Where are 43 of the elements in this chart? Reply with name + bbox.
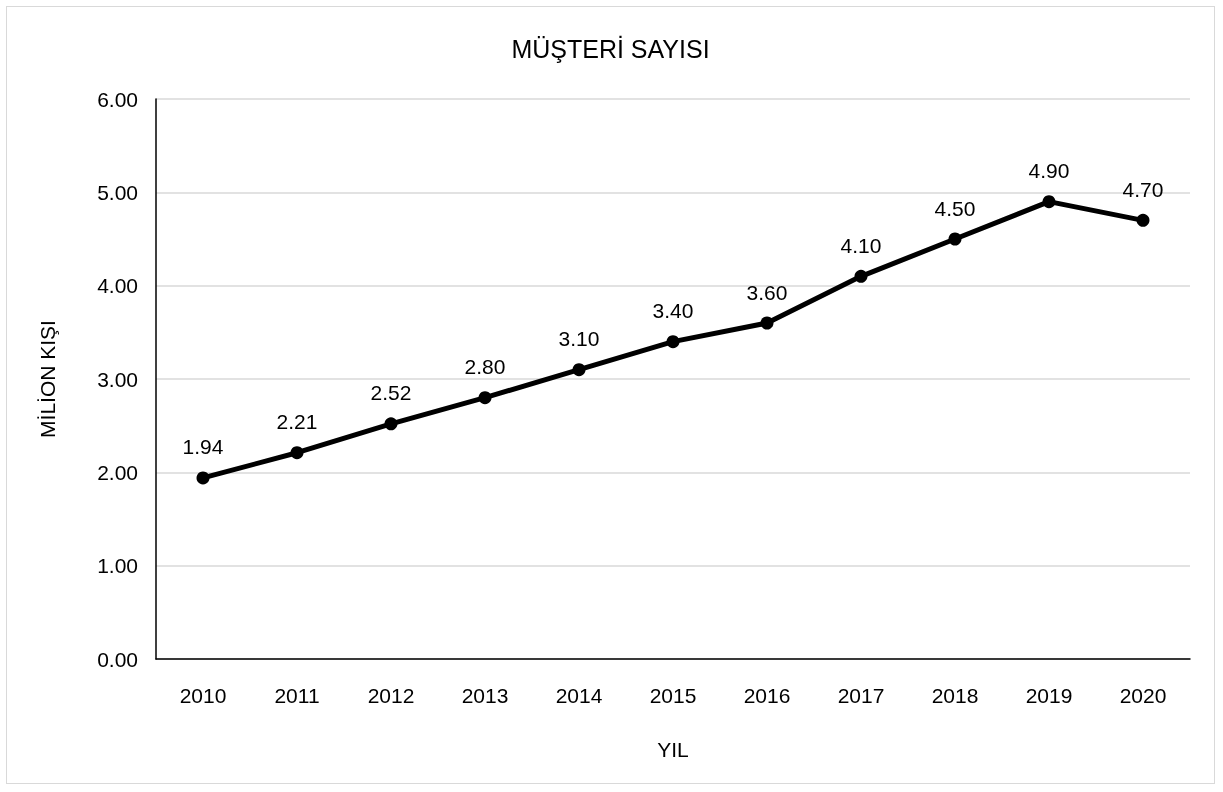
- data-label: 3.60: [746, 280, 788, 304]
- x-tick-label: 2011: [274, 684, 320, 707]
- point: [1042, 195, 1056, 209]
- x-tick-label: 2018: [931, 684, 979, 707]
- x-tick-label: 2010: [179, 684, 227, 707]
- x-tick-label: 2014: [555, 684, 603, 707]
- data-label: 2.80: [464, 355, 506, 379]
- y-tick-label: 1.00: [97, 554, 138, 578]
- point: [572, 363, 586, 377]
- point: [1136, 213, 1150, 227]
- y-tick-label: 3.00: [97, 367, 138, 391]
- x-tick-label: 2012: [367, 684, 415, 707]
- point: [760, 316, 774, 330]
- data-label: 2.52: [370, 381, 412, 405]
- point: [478, 391, 492, 405]
- y-tick-label: 4.00: [97, 274, 138, 298]
- x-tick-label: 2013: [461, 684, 509, 707]
- x-tick-label: 2015: [649, 684, 697, 707]
- chart-title: MÜŞTERİ SAYISI: [511, 34, 710, 63]
- x-tick-label: 2020: [1119, 684, 1167, 707]
- data-label: 4.90: [1028, 159, 1070, 183]
- y-tick-label: 5.00: [97, 180, 138, 204]
- data-label: 3.40: [652, 299, 694, 323]
- data-label: 1.94: [182, 435, 224, 459]
- x-tick-label: 2019: [1025, 684, 1073, 707]
- x-axis-title: YIL: [657, 738, 689, 761]
- point: [290, 446, 304, 460]
- y-tick-label: 2.00: [97, 460, 138, 484]
- y-axis-title: MİLİON KIŞI: [36, 320, 59, 438]
- data-label: 4.70: [1122, 177, 1164, 201]
- point: [196, 471, 210, 485]
- data-label: 2.21: [276, 410, 318, 434]
- x-tick-label: 2017: [837, 684, 885, 707]
- data-label: 4.10: [840, 233, 882, 257]
- data-label: 3.10: [558, 327, 600, 351]
- point: [666, 335, 680, 349]
- y-tick-label: 6.00: [97, 87, 138, 111]
- point: [854, 269, 868, 283]
- point: [384, 417, 398, 431]
- x-tick-label: 2016: [743, 684, 791, 707]
- y-tick-label: 0.00: [97, 647, 138, 671]
- data-label: 4.50: [934, 196, 976, 220]
- point: [948, 232, 962, 246]
